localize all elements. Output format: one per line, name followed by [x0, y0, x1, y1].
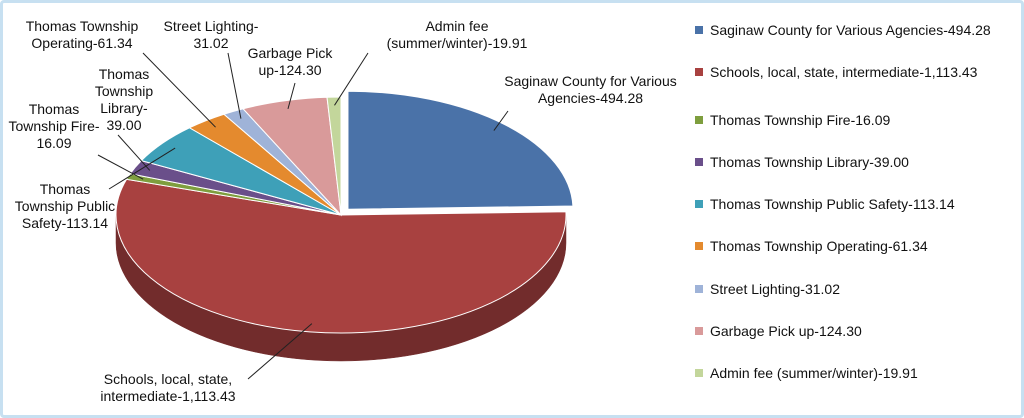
data-label: Thomas Township Public Safety-113.14	[14, 181, 116, 231]
data-label: Thomas Township Fire-16.09	[8, 101, 100, 151]
data-label: Street Lighting-31.02	[163, 18, 259, 51]
legend-swatch	[695, 200, 703, 208]
leader-line	[247, 323, 313, 380]
leader-line	[493, 110, 509, 131]
leader-line	[227, 52, 242, 119]
legend-label: Thomas Township Library-39.00	[710, 154, 909, 170]
slice	[326, 96, 342, 216]
legend-swatch	[695, 369, 703, 377]
leader-line	[287, 82, 296, 109]
data-label: Thomas Township Operating-61.34	[25, 18, 139, 51]
leader-line	[117, 134, 151, 171]
legend-swatch	[695, 285, 703, 293]
legend-swatch	[695, 68, 703, 76]
legend-swatch	[695, 242, 703, 250]
data-label: Schools, local, state, intermediate-1,11…	[100, 371, 236, 404]
leader-line	[108, 147, 176, 190]
data-label: Admin fee (summer/winter)-19.91	[386, 18, 528, 51]
leader-line	[334, 52, 369, 106]
legend-label: Schools, local, state, intermediate-1,11…	[710, 64, 978, 80]
slice	[347, 90, 574, 210]
legend-swatch	[695, 158, 703, 166]
leader-line	[142, 52, 216, 128]
legend-label: Street Lighting-31.02	[710, 281, 840, 297]
data-label: Thomas Township Library-39.00	[94, 66, 154, 133]
legend-label: Thomas Township Operating-61.34	[710, 238, 928, 254]
leader-line	[97, 154, 144, 180]
slice	[115, 178, 567, 334]
legend-label: Thomas Township Fire-16.09	[710, 112, 891, 128]
legend-label: Thomas Township Public Safety-113.14	[710, 196, 955, 212]
legend-label: Garbage Pick up-124.30	[710, 323, 862, 339]
legend-swatch	[695, 327, 703, 335]
legend-label: Admin fee (summer/winter)-19.91	[710, 365, 918, 381]
data-label: Saginaw County for Various Agencies-494.…	[504, 73, 677, 106]
legend-label: Saginaw County for Various Agencies-494.…	[710, 22, 991, 38]
legend-swatch	[695, 26, 703, 34]
legend-swatch	[695, 116, 703, 124]
pie-area	[97, 52, 574, 380]
data-label: Garbage Pick up-124.30	[247, 45, 333, 78]
